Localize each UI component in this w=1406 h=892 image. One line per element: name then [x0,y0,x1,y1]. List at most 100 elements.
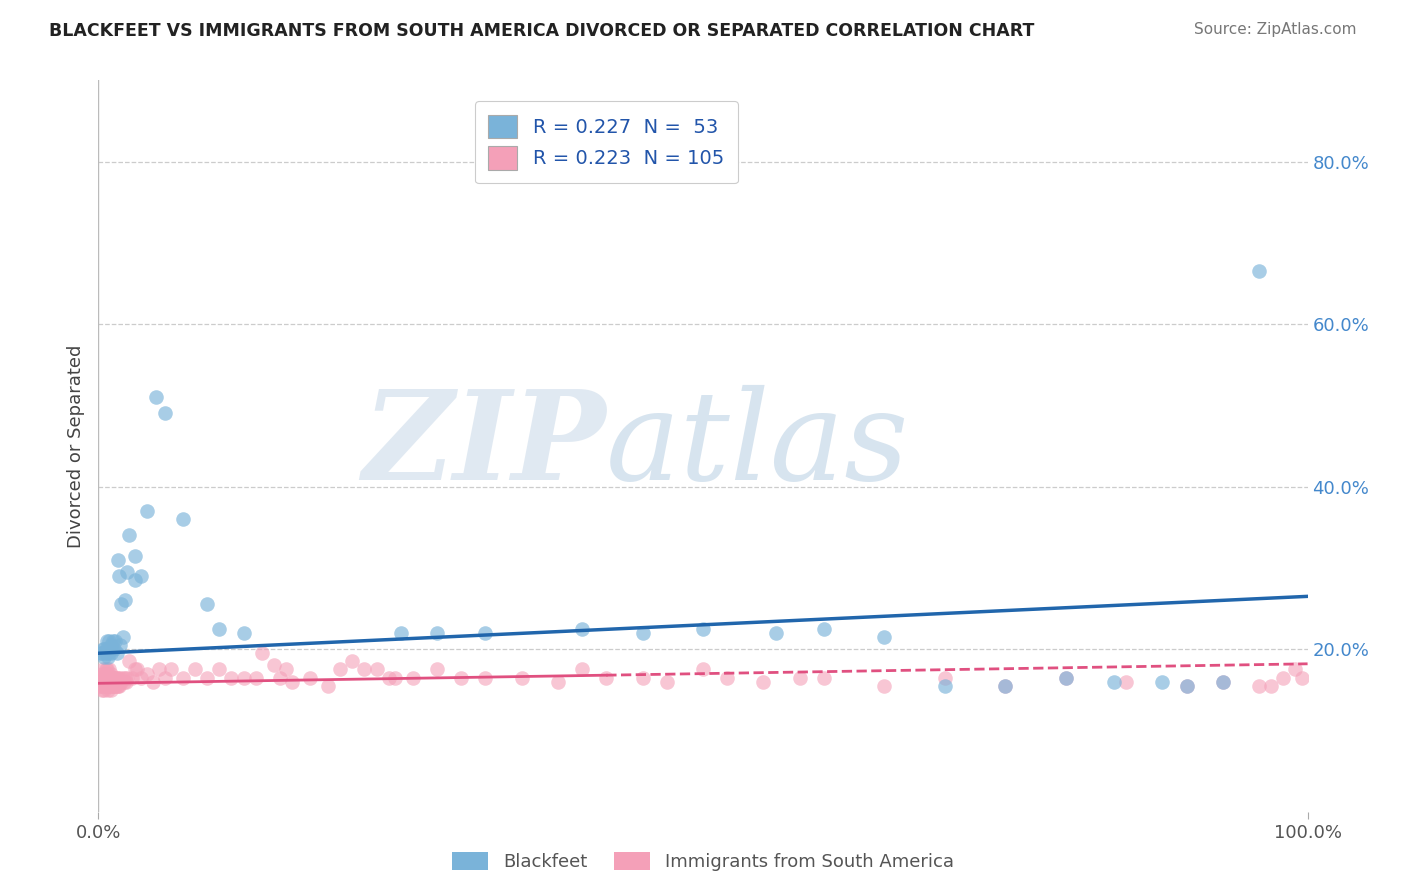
Point [104,634,127,648]
Y-axis label: Divorced or Separated: Divorced or Separated [66,344,84,548]
Point [1102,674,1125,689]
Point [752,674,775,689]
Point [100,642,122,657]
Point [98,679,121,693]
Point [389,626,412,640]
Point [90,679,112,693]
Point [91,671,114,685]
Point [103,671,125,685]
Point [129,671,152,685]
Point [145,390,167,404]
Point [97,674,120,689]
Point [221,671,243,685]
Point [93,682,115,697]
Point [98,663,121,677]
Point [172,671,194,685]
Point [107,679,129,693]
Point [426,626,449,640]
Point [153,407,176,421]
Point [299,671,322,685]
Point [353,663,375,677]
Point [103,642,125,657]
Point [250,646,273,660]
Point [873,679,896,693]
Point [208,622,231,636]
Point [100,679,122,693]
Point [571,622,593,636]
Point [474,626,496,640]
Point [110,598,132,612]
Point [316,679,339,693]
Point [402,671,425,685]
Point [105,646,128,660]
Point [172,512,194,526]
Point [91,663,114,677]
Point [692,622,714,636]
Point [692,663,714,677]
Point [329,663,352,677]
Legend: Blackfeet, Immigrants from South America: Blackfeet, Immigrants from South America [446,845,960,879]
Point [93,674,115,689]
Point [112,674,135,689]
Point [153,671,176,685]
Point [98,634,121,648]
Point [115,674,138,689]
Point [89,671,111,685]
Point [366,663,388,677]
Point [96,642,118,657]
Point [208,663,231,677]
Point [813,671,835,685]
Point [118,654,141,668]
Point [117,565,139,579]
Point [195,598,218,612]
Point [96,634,118,648]
Point [1291,671,1313,685]
Point [1260,679,1282,693]
Point [245,671,267,685]
Point [135,504,157,518]
Point [1212,674,1234,689]
Point [90,671,112,685]
Point [1175,679,1198,693]
Point [103,679,125,693]
Point [89,679,111,693]
Point [96,663,118,677]
Point [104,679,127,693]
Point [96,671,118,685]
Point [232,671,254,685]
Point [184,663,207,677]
Point [934,679,956,693]
Point [101,671,124,685]
Point [93,642,115,657]
Point [114,671,136,685]
Point [121,671,143,685]
Point [98,671,121,685]
Point [1272,671,1295,685]
Point [107,553,129,567]
Point [97,666,120,681]
Point [108,679,131,693]
Point [384,671,406,685]
Point [94,663,117,677]
Text: BLACKFEET VS IMMIGRANTS FROM SOUTH AMERICA DIVORCED OR SEPARATED CORRELATION CHA: BLACKFEET VS IMMIGRANTS FROM SOUTH AMERI… [49,22,1035,40]
Point [135,666,157,681]
Point [547,674,569,689]
Point [100,671,122,685]
Point [108,671,131,685]
Point [91,679,114,693]
Point [96,679,118,693]
Point [93,650,115,665]
Point [342,654,364,668]
Point [118,528,141,542]
Point [148,663,170,677]
Point [107,671,129,685]
Point [1054,671,1077,685]
Point [91,674,114,689]
Point [655,674,678,689]
Point [124,663,146,677]
Point [124,573,146,587]
Point [129,569,152,583]
Point [104,671,127,685]
Point [100,682,122,697]
Point [124,549,146,563]
